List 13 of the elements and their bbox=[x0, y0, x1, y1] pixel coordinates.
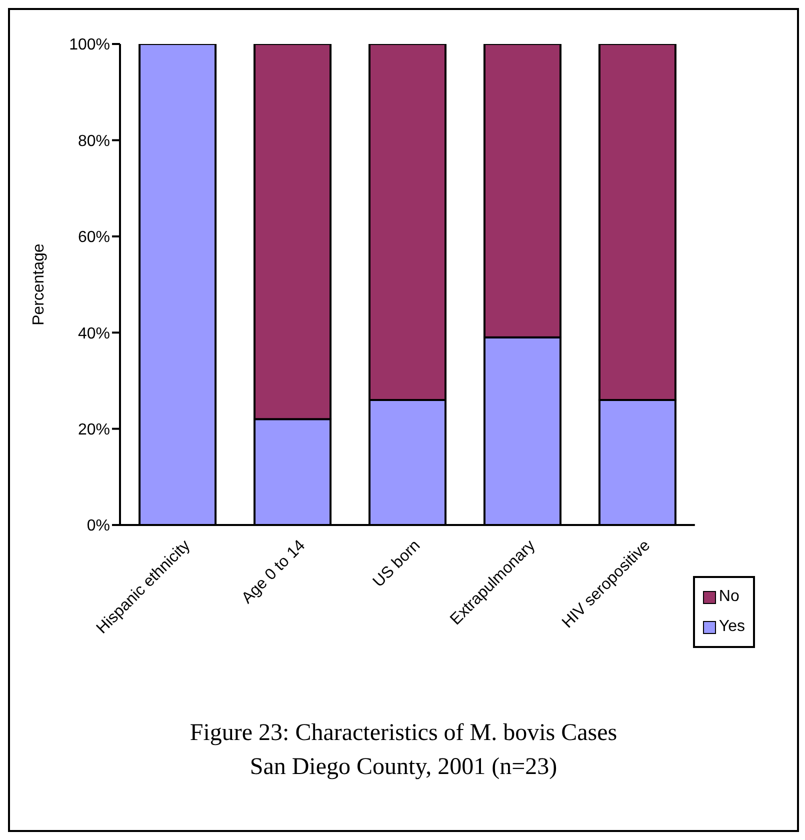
text: San Diego County, 2001 (n=23) bbox=[248, 753, 558, 782]
y-tick-label: 20% bbox=[78, 421, 110, 438]
legend-label: No bbox=[718, 587, 740, 607]
y-tick-label: 40% bbox=[78, 325, 110, 342]
text: Figure 23: Characteristics of M. bovis Cases bbox=[188, 719, 618, 748]
y-axis-title: Percentage bbox=[30, 243, 48, 326]
y-tick-label: 60% bbox=[78, 229, 110, 246]
y-tick-label: 80% bbox=[78, 132, 110, 150]
x-tick-label: US born bbox=[370, 537, 424, 591]
y-tick-label: 100% bbox=[69, 36, 110, 54]
x-tick-label: Age 0 to 14 bbox=[238, 537, 309, 608]
legend-label: Yes bbox=[718, 617, 745, 637]
y-tick-label: 0% bbox=[86, 518, 110, 535]
